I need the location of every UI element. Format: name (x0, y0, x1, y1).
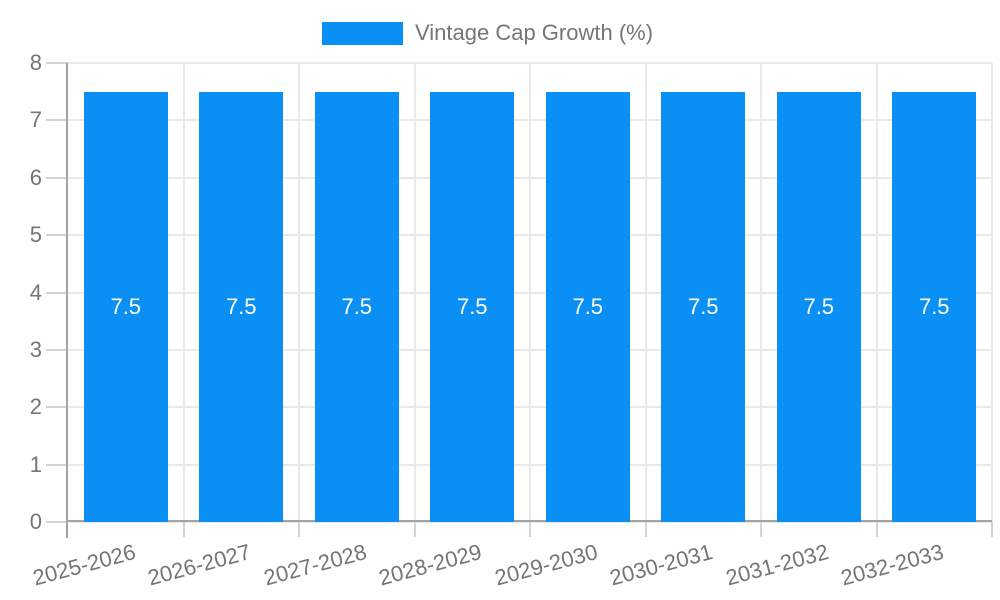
legend-label: Vintage Cap Growth (%) (415, 20, 654, 45)
bar-value-label: 7.5 (918, 293, 950, 319)
y-axis-tick (46, 348, 68, 351)
bar-value-label: 7.5 (110, 293, 142, 319)
v-gridline (182, 63, 185, 522)
x-axis-tick (182, 522, 185, 537)
v-gridline (644, 63, 647, 522)
v-gridline (298, 63, 300, 522)
y-axis-tick (46, 119, 68, 122)
x-axis-tick (644, 522, 647, 537)
legend[interactable]: Vintage Cap Growth (%) (322, 20, 653, 46)
legend-swatch (322, 21, 403, 45)
x-axis-tick (413, 522, 416, 537)
x-axis-tick (298, 522, 300, 537)
v-gridline (875, 63, 878, 522)
x-axis-tick (991, 522, 993, 537)
x-axis-tick (760, 522, 762, 537)
y-axis-tick (46, 62, 68, 64)
v-gridline (760, 63, 762, 522)
y-axis-label: 6 (29, 164, 42, 190)
bar[interactable]: 7.5 (892, 91, 977, 522)
bar[interactable]: 7.5 (661, 91, 746, 522)
bar[interactable]: 7.5 (314, 91, 399, 522)
y-axis-label: 4 (29, 279, 42, 305)
bar-value-label: 7.5 (687, 293, 719, 319)
bar[interactable]: 7.5 (430, 91, 515, 522)
bar[interactable]: 7.5 (776, 91, 861, 522)
bar-value-label: 7.5 (341, 293, 373, 319)
x-axis-tick (529, 522, 531, 537)
bar-value-label: 7.5 (225, 293, 257, 319)
bar-value-label: 7.5 (803, 293, 835, 319)
y-axis-label: 0 (29, 509, 42, 534)
y-axis-tick (46, 291, 68, 294)
y-axis-label: 5 (29, 222, 42, 248)
bar[interactable]: 7.5 (545, 91, 630, 522)
v-gridline (413, 63, 416, 522)
x-axis-line (66, 520, 992, 522)
y-axis-tick (46, 234, 68, 237)
x-axis-tick (875, 522, 878, 537)
y-axis-tick (46, 521, 68, 523)
v-gridline (529, 63, 531, 522)
y-axis-line (66, 63, 68, 538)
bar-value-label: 7.5 (572, 293, 604, 319)
v-gridline (991, 63, 993, 522)
bar-value-label: 7.5 (456, 293, 488, 319)
y-axis-label: 7 (29, 107, 42, 133)
y-axis-label: 3 (29, 336, 42, 362)
y-axis-label: 8 (29, 50, 42, 75)
y-axis-tick (46, 463, 68, 466)
bar[interactable]: 7.5 (83, 91, 168, 522)
y-axis-label: 1 (29, 451, 42, 477)
bar[interactable]: 7.5 (199, 91, 284, 522)
y-axis-tick (46, 176, 68, 179)
y-axis-tick (46, 406, 68, 409)
y-axis-label: 2 (29, 394, 42, 420)
